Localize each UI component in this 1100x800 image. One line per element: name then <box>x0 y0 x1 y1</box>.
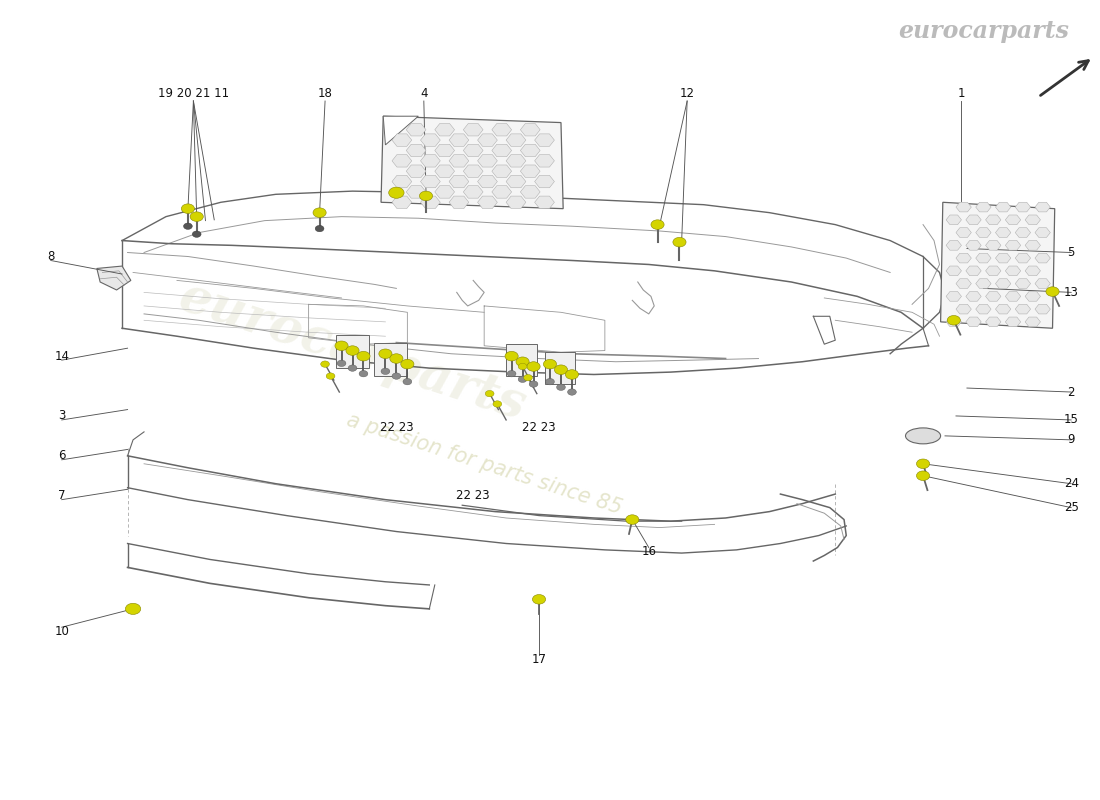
Circle shape <box>916 471 930 481</box>
Circle shape <box>947 315 960 325</box>
Text: 12: 12 <box>680 86 695 99</box>
Circle shape <box>400 359 414 369</box>
Circle shape <box>565 370 579 379</box>
Circle shape <box>529 381 538 387</box>
Circle shape <box>125 603 141 614</box>
Text: 16: 16 <box>641 545 657 558</box>
Bar <box>336 334 368 368</box>
Circle shape <box>345 346 359 355</box>
Circle shape <box>182 204 195 214</box>
Circle shape <box>192 231 201 238</box>
Circle shape <box>381 368 389 374</box>
Circle shape <box>524 374 532 381</box>
Circle shape <box>184 223 192 230</box>
Circle shape <box>518 363 527 370</box>
Circle shape <box>554 365 568 374</box>
Circle shape <box>314 208 327 218</box>
Text: 10: 10 <box>54 625 69 638</box>
Text: eurocarparts: eurocarparts <box>173 273 532 431</box>
Polygon shape <box>381 116 563 209</box>
Circle shape <box>392 373 400 379</box>
Circle shape <box>557 384 565 390</box>
Text: 9: 9 <box>1067 434 1075 446</box>
Circle shape <box>505 351 518 361</box>
Circle shape <box>334 341 348 350</box>
Bar <box>374 342 407 376</box>
Circle shape <box>389 354 403 363</box>
Circle shape <box>507 370 516 377</box>
Circle shape <box>493 401 502 407</box>
Text: 22 23: 22 23 <box>379 422 414 434</box>
Text: 2: 2 <box>1067 386 1075 398</box>
Text: 24: 24 <box>1064 478 1079 490</box>
Text: 14: 14 <box>54 350 69 362</box>
Circle shape <box>626 515 639 524</box>
Text: 15: 15 <box>1064 414 1079 426</box>
Circle shape <box>1046 286 1059 296</box>
Polygon shape <box>940 202 1055 328</box>
Text: 7: 7 <box>58 489 66 502</box>
Text: 22 23: 22 23 <box>522 422 556 434</box>
Circle shape <box>348 365 356 371</box>
Text: eurocarparts: eurocarparts <box>898 19 1069 43</box>
Circle shape <box>388 187 404 198</box>
Circle shape <box>516 357 529 366</box>
Text: 18: 18 <box>318 86 332 99</box>
Circle shape <box>532 594 546 604</box>
Circle shape <box>403 378 411 385</box>
Text: 5: 5 <box>1067 246 1075 259</box>
Circle shape <box>316 226 324 232</box>
Text: 25: 25 <box>1064 501 1079 514</box>
Circle shape <box>543 359 557 369</box>
Bar <box>506 344 537 376</box>
Text: 6: 6 <box>58 450 66 462</box>
Polygon shape <box>383 116 418 145</box>
Circle shape <box>485 390 494 397</box>
Circle shape <box>546 378 554 385</box>
Circle shape <box>190 212 204 222</box>
Ellipse shape <box>905 428 940 444</box>
Circle shape <box>356 351 370 361</box>
Polygon shape <box>97 266 131 290</box>
Circle shape <box>321 361 330 367</box>
Circle shape <box>916 459 930 469</box>
Circle shape <box>651 220 664 230</box>
Circle shape <box>527 362 540 371</box>
Text: 4: 4 <box>420 86 428 99</box>
Text: 1: 1 <box>958 86 965 99</box>
Circle shape <box>337 360 345 366</box>
Bar <box>544 352 575 384</box>
Circle shape <box>359 370 367 377</box>
Circle shape <box>419 191 432 201</box>
Text: 17: 17 <box>531 653 547 666</box>
Circle shape <box>518 376 527 382</box>
Circle shape <box>327 373 334 379</box>
Text: 3: 3 <box>58 410 65 422</box>
Text: 8: 8 <box>47 250 55 263</box>
Text: a passion for parts since 85: a passion for parts since 85 <box>344 410 625 518</box>
Text: 13: 13 <box>1064 286 1079 299</box>
Text: 19 20 21 11: 19 20 21 11 <box>157 86 229 99</box>
Circle shape <box>378 349 392 358</box>
Circle shape <box>673 238 686 247</box>
Text: 22 23: 22 23 <box>456 489 490 502</box>
Circle shape <box>568 389 576 395</box>
